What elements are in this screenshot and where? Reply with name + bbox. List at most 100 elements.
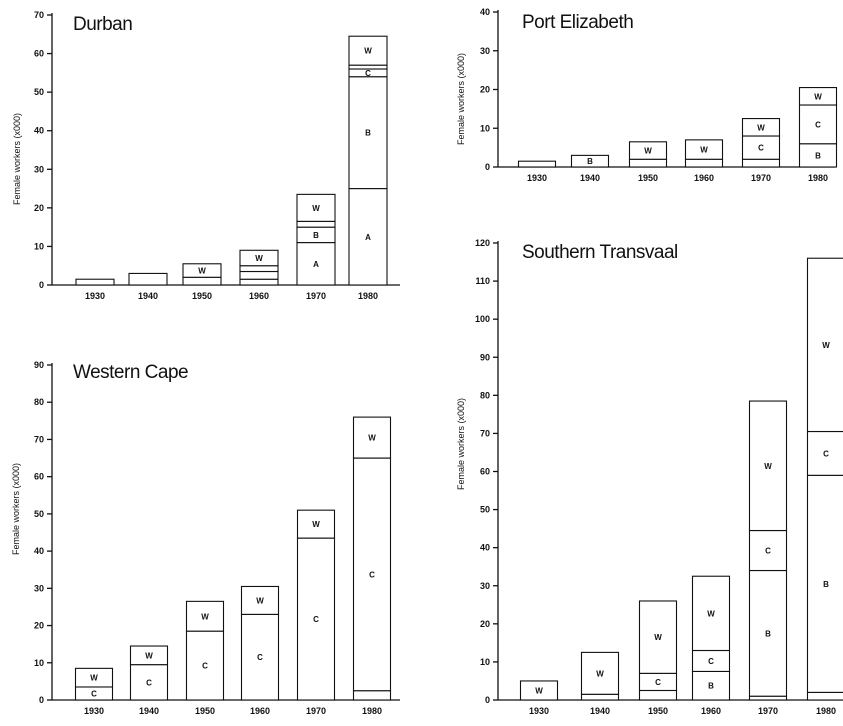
y-tick-label: 60 xyxy=(480,467,490,477)
bar-segment xyxy=(628,141,668,160)
bar-segment xyxy=(748,569,788,697)
x-tick-label: 1960 xyxy=(701,706,721,716)
bar-segment xyxy=(748,695,788,701)
x-tick-label: 1930 xyxy=(85,291,105,301)
bar-segment xyxy=(348,35,388,66)
bar-segment xyxy=(638,689,678,701)
bar-segment xyxy=(239,270,279,280)
y-axis-label: Female workers (x000) xyxy=(456,397,466,490)
x-tick-label: 1950 xyxy=(192,291,212,301)
segment-label: C xyxy=(146,678,152,687)
x-tick-label: 1960 xyxy=(250,706,270,716)
bar-segment xyxy=(628,158,668,168)
chart-durban: 0 10 20 30 40 50 60 70 1930 1940 W 1950 W 1960 A B W 1970… xyxy=(0,0,420,310)
segment-label: W xyxy=(822,341,830,350)
y-tick-label: 0 xyxy=(485,162,490,172)
y-tick-label: 0 xyxy=(485,695,490,705)
x-tick-label: 1930 xyxy=(529,706,549,716)
segment-label: W xyxy=(364,47,372,56)
segment-label: C xyxy=(815,120,821,129)
bar-segment xyxy=(684,158,724,168)
segment-label: B xyxy=(823,580,829,589)
y-tick-label: 30 xyxy=(480,581,490,591)
bar-segment xyxy=(352,457,392,692)
bar-segment xyxy=(185,600,225,632)
bar-segment xyxy=(580,693,620,701)
segment-label: W xyxy=(90,674,98,683)
bar-segment xyxy=(240,613,280,701)
segment-label: B xyxy=(815,151,821,160)
segment-label: C xyxy=(257,653,263,662)
bar-segment xyxy=(239,265,279,273)
chart-title: Western Cape xyxy=(73,362,189,383)
x-tick-label: 1970 xyxy=(758,706,778,716)
bar-segment xyxy=(638,600,678,674)
x-tick-label: 1980 xyxy=(808,173,828,183)
x-tick-label: 1980 xyxy=(816,706,836,716)
bar-segment xyxy=(570,154,610,168)
y-tick-label: 50 xyxy=(34,87,44,97)
y-tick-label: 10 xyxy=(480,123,490,133)
segment-label: W xyxy=(312,204,320,213)
x-tick-label: 1970 xyxy=(306,291,326,301)
y-tick-label: 10 xyxy=(34,658,44,668)
bar-segment xyxy=(691,670,731,701)
bar-segment xyxy=(240,585,280,615)
segment-label: C xyxy=(708,657,714,666)
y-tick-label: 30 xyxy=(34,583,44,593)
segment-label: W xyxy=(255,254,263,263)
segment-label: A xyxy=(365,233,371,242)
bar-segment xyxy=(806,257,843,433)
y-tick-label: 70 xyxy=(34,10,44,20)
bar-segment xyxy=(129,645,169,666)
segment-label: C xyxy=(655,678,661,687)
bar-segment xyxy=(296,242,336,286)
segment-label: W xyxy=(312,520,320,529)
segment-label: W xyxy=(757,123,765,132)
x-tick-label: 1970 xyxy=(751,173,771,183)
segment-label: W xyxy=(700,146,708,155)
bar-segment xyxy=(806,474,843,693)
y-tick-label: 80 xyxy=(480,390,490,400)
x-tick-label: 1950 xyxy=(648,706,668,716)
x-tick-label: 1930 xyxy=(84,706,104,716)
segment-label: C xyxy=(202,662,208,671)
segment-label: W xyxy=(654,633,662,642)
bar-segment xyxy=(296,193,336,222)
segment-label: C xyxy=(313,615,319,624)
x-tick-label: 1940 xyxy=(138,291,158,301)
segment-label: B xyxy=(587,157,593,166)
chart-title: Port Elizabeth xyxy=(522,12,634,33)
y-tick-label: 20 xyxy=(34,621,44,631)
x-tick-label: 1940 xyxy=(590,706,610,716)
y-tick-label: 70 xyxy=(480,428,490,438)
x-tick-label: 1930 xyxy=(527,173,547,183)
segment-label: C xyxy=(823,449,829,458)
chart-southern-transvaal-svg: 0 10 20 30 40 50 60 70 80 90 100 110 120 W 1930 W 1940 C W… xyxy=(475,238,843,716)
y-tick-label: 60 xyxy=(34,472,44,482)
segment-label: W xyxy=(596,669,604,678)
chart-western-cape-svg: 0102030405060708090CW1930CW1940CW1950CW1… xyxy=(34,360,400,716)
bar-segment xyxy=(128,272,168,286)
y-tick-label: 30 xyxy=(34,164,44,174)
y-tick-label: 20 xyxy=(480,619,490,629)
bar-segment xyxy=(352,690,392,701)
y-tick-label: 80 xyxy=(34,397,44,407)
y-tick-label: 90 xyxy=(34,360,44,370)
bar-segment xyxy=(348,64,388,70)
bar-segment xyxy=(806,691,843,701)
segment-label: A xyxy=(313,260,319,269)
bar-segment xyxy=(74,667,114,688)
bar-segment xyxy=(296,537,336,701)
bar-segment xyxy=(348,188,388,286)
segment-label: W xyxy=(256,596,264,605)
segment-label: C xyxy=(369,570,375,579)
bar-segment xyxy=(182,263,222,278)
segment-label: B xyxy=(708,682,714,691)
bar-segment xyxy=(296,220,336,228)
y-tick-label: 100 xyxy=(475,314,490,324)
y-tick-label: 40 xyxy=(480,543,490,553)
bar-segment xyxy=(741,118,781,137)
bar-segment xyxy=(352,416,392,459)
y-tick-label: 20 xyxy=(480,85,490,95)
